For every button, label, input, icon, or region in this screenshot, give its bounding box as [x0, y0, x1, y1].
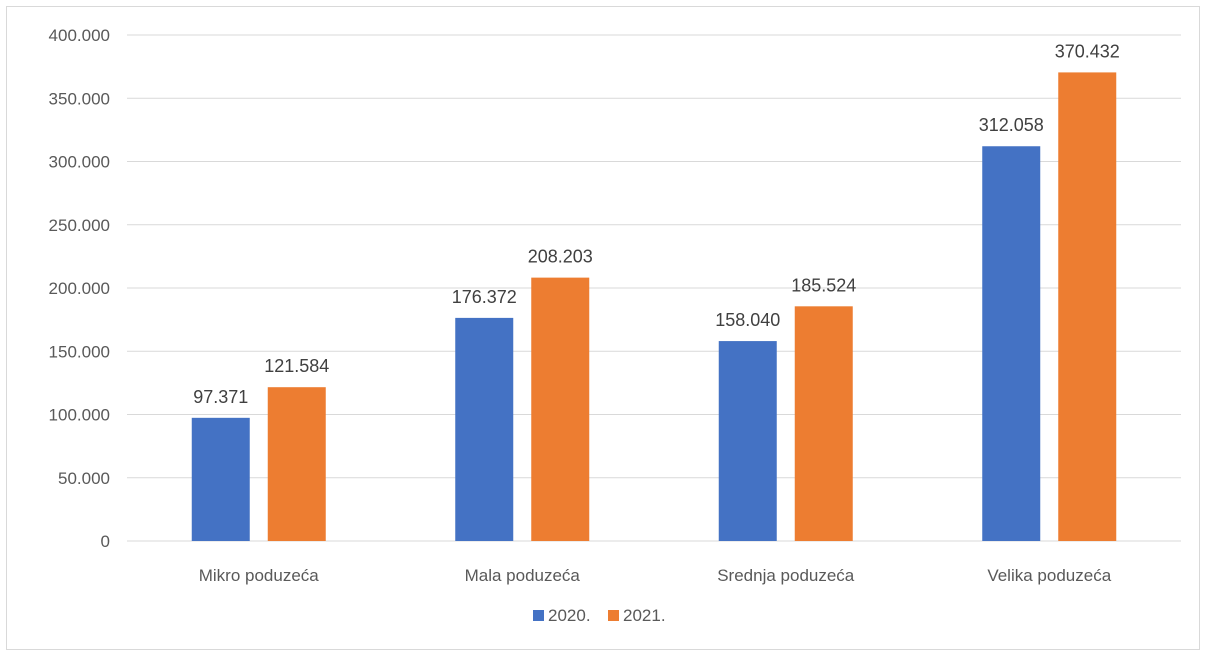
x-tick-label: Velika poduzeća: [987, 566, 1111, 585]
bar-2021-1: [531, 277, 590, 541]
data-label: 208.203: [528, 247, 593, 267]
y-tick-label: 200.000: [49, 279, 110, 298]
data-label: 97.371: [193, 387, 248, 407]
legend-swatch-2021: [608, 610, 619, 621]
x-tick-label: Mikro poduzeća: [199, 566, 320, 585]
y-tick-label: 50.000: [58, 469, 110, 488]
legend-label: 2021.: [623, 606, 666, 625]
data-label: 370.432: [1055, 41, 1120, 61]
data-label: 158.040: [715, 310, 780, 330]
bar-2021-0: [267, 387, 326, 541]
y-tick-label: 100.000: [49, 406, 110, 425]
legend-label: 2020.: [548, 606, 591, 625]
y-tick-label: 400.000: [49, 26, 110, 45]
y-tick-label: 0: [101, 532, 110, 551]
x-tick-label: Srednja poduzeća: [717, 566, 855, 585]
legend-swatch-2020: [533, 610, 544, 621]
bar-2020-1: [455, 317, 514, 541]
bar-2020-2: [718, 341, 777, 541]
y-tick-label: 350.000: [49, 89, 110, 108]
data-label: 185.524: [791, 275, 856, 295]
y-tick-label: 300.000: [49, 153, 110, 172]
data-label: 312.058: [979, 115, 1044, 135]
bar-2021-3: [1058, 72, 1117, 542]
bar-2020-3: [982, 146, 1041, 541]
bar-2021-2: [794, 306, 853, 541]
y-tick-label: 150.000: [49, 342, 110, 361]
bar-2020-0: [191, 417, 250, 541]
y-tick-label: 250.000: [49, 216, 110, 235]
data-label: 176.372: [452, 287, 517, 307]
x-tick-label: Mala poduzeća: [465, 566, 581, 585]
data-label: 121.584: [264, 356, 329, 376]
